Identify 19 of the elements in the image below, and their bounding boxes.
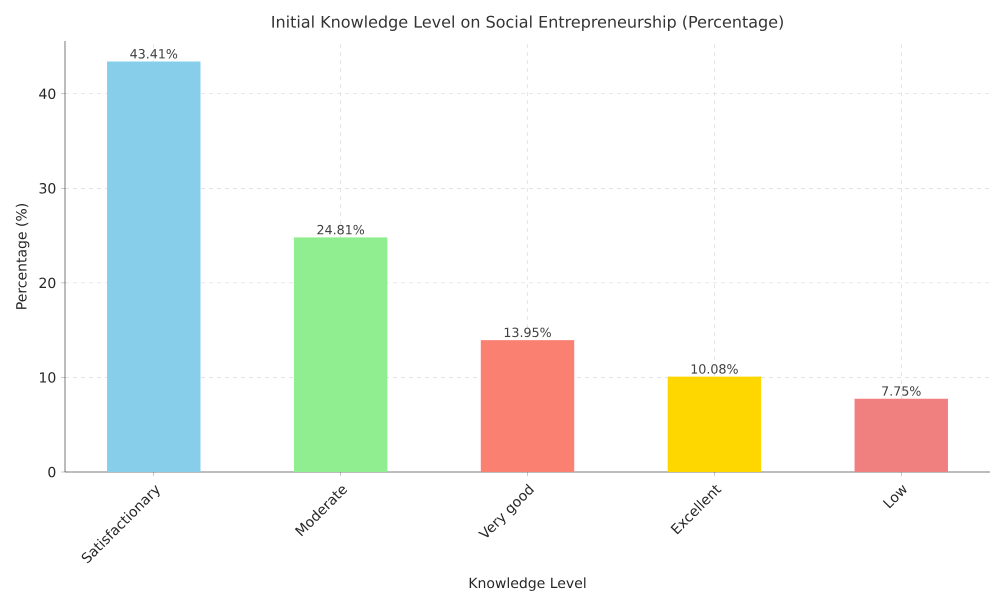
y-axis-title: Percentage (%): [16, 204, 30, 309]
data-label: 24.81%: [317, 224, 364, 234]
data-label: 7.75%: [882, 386, 921, 396]
data-label: 10.08%: [692, 364, 738, 374]
bar: [480, 340, 574, 472]
y-tick-label: 30: [40, 183, 56, 194]
bar: [107, 62, 200, 472]
y-tick-label: 40: [39, 88, 56, 100]
data-label: 13.95%: [504, 328, 551, 338]
y-tick-label: 10: [40, 372, 56, 383]
y-tick-label: 0: [48, 466, 56, 478]
data-label: 43.41%: [130, 48, 178, 59]
bar: [668, 376, 762, 472]
x-tick-label: Low: [882, 484, 907, 508]
bar: [294, 237, 388, 472]
x-axis-title: Knowledge Level: [470, 577, 586, 591]
chart-title: Initial Knowledge Level on Social Entrepreneurship (Percentage): [272, 15, 783, 31]
y-tick-label: 20: [40, 278, 56, 288]
bar: [854, 398, 948, 472]
